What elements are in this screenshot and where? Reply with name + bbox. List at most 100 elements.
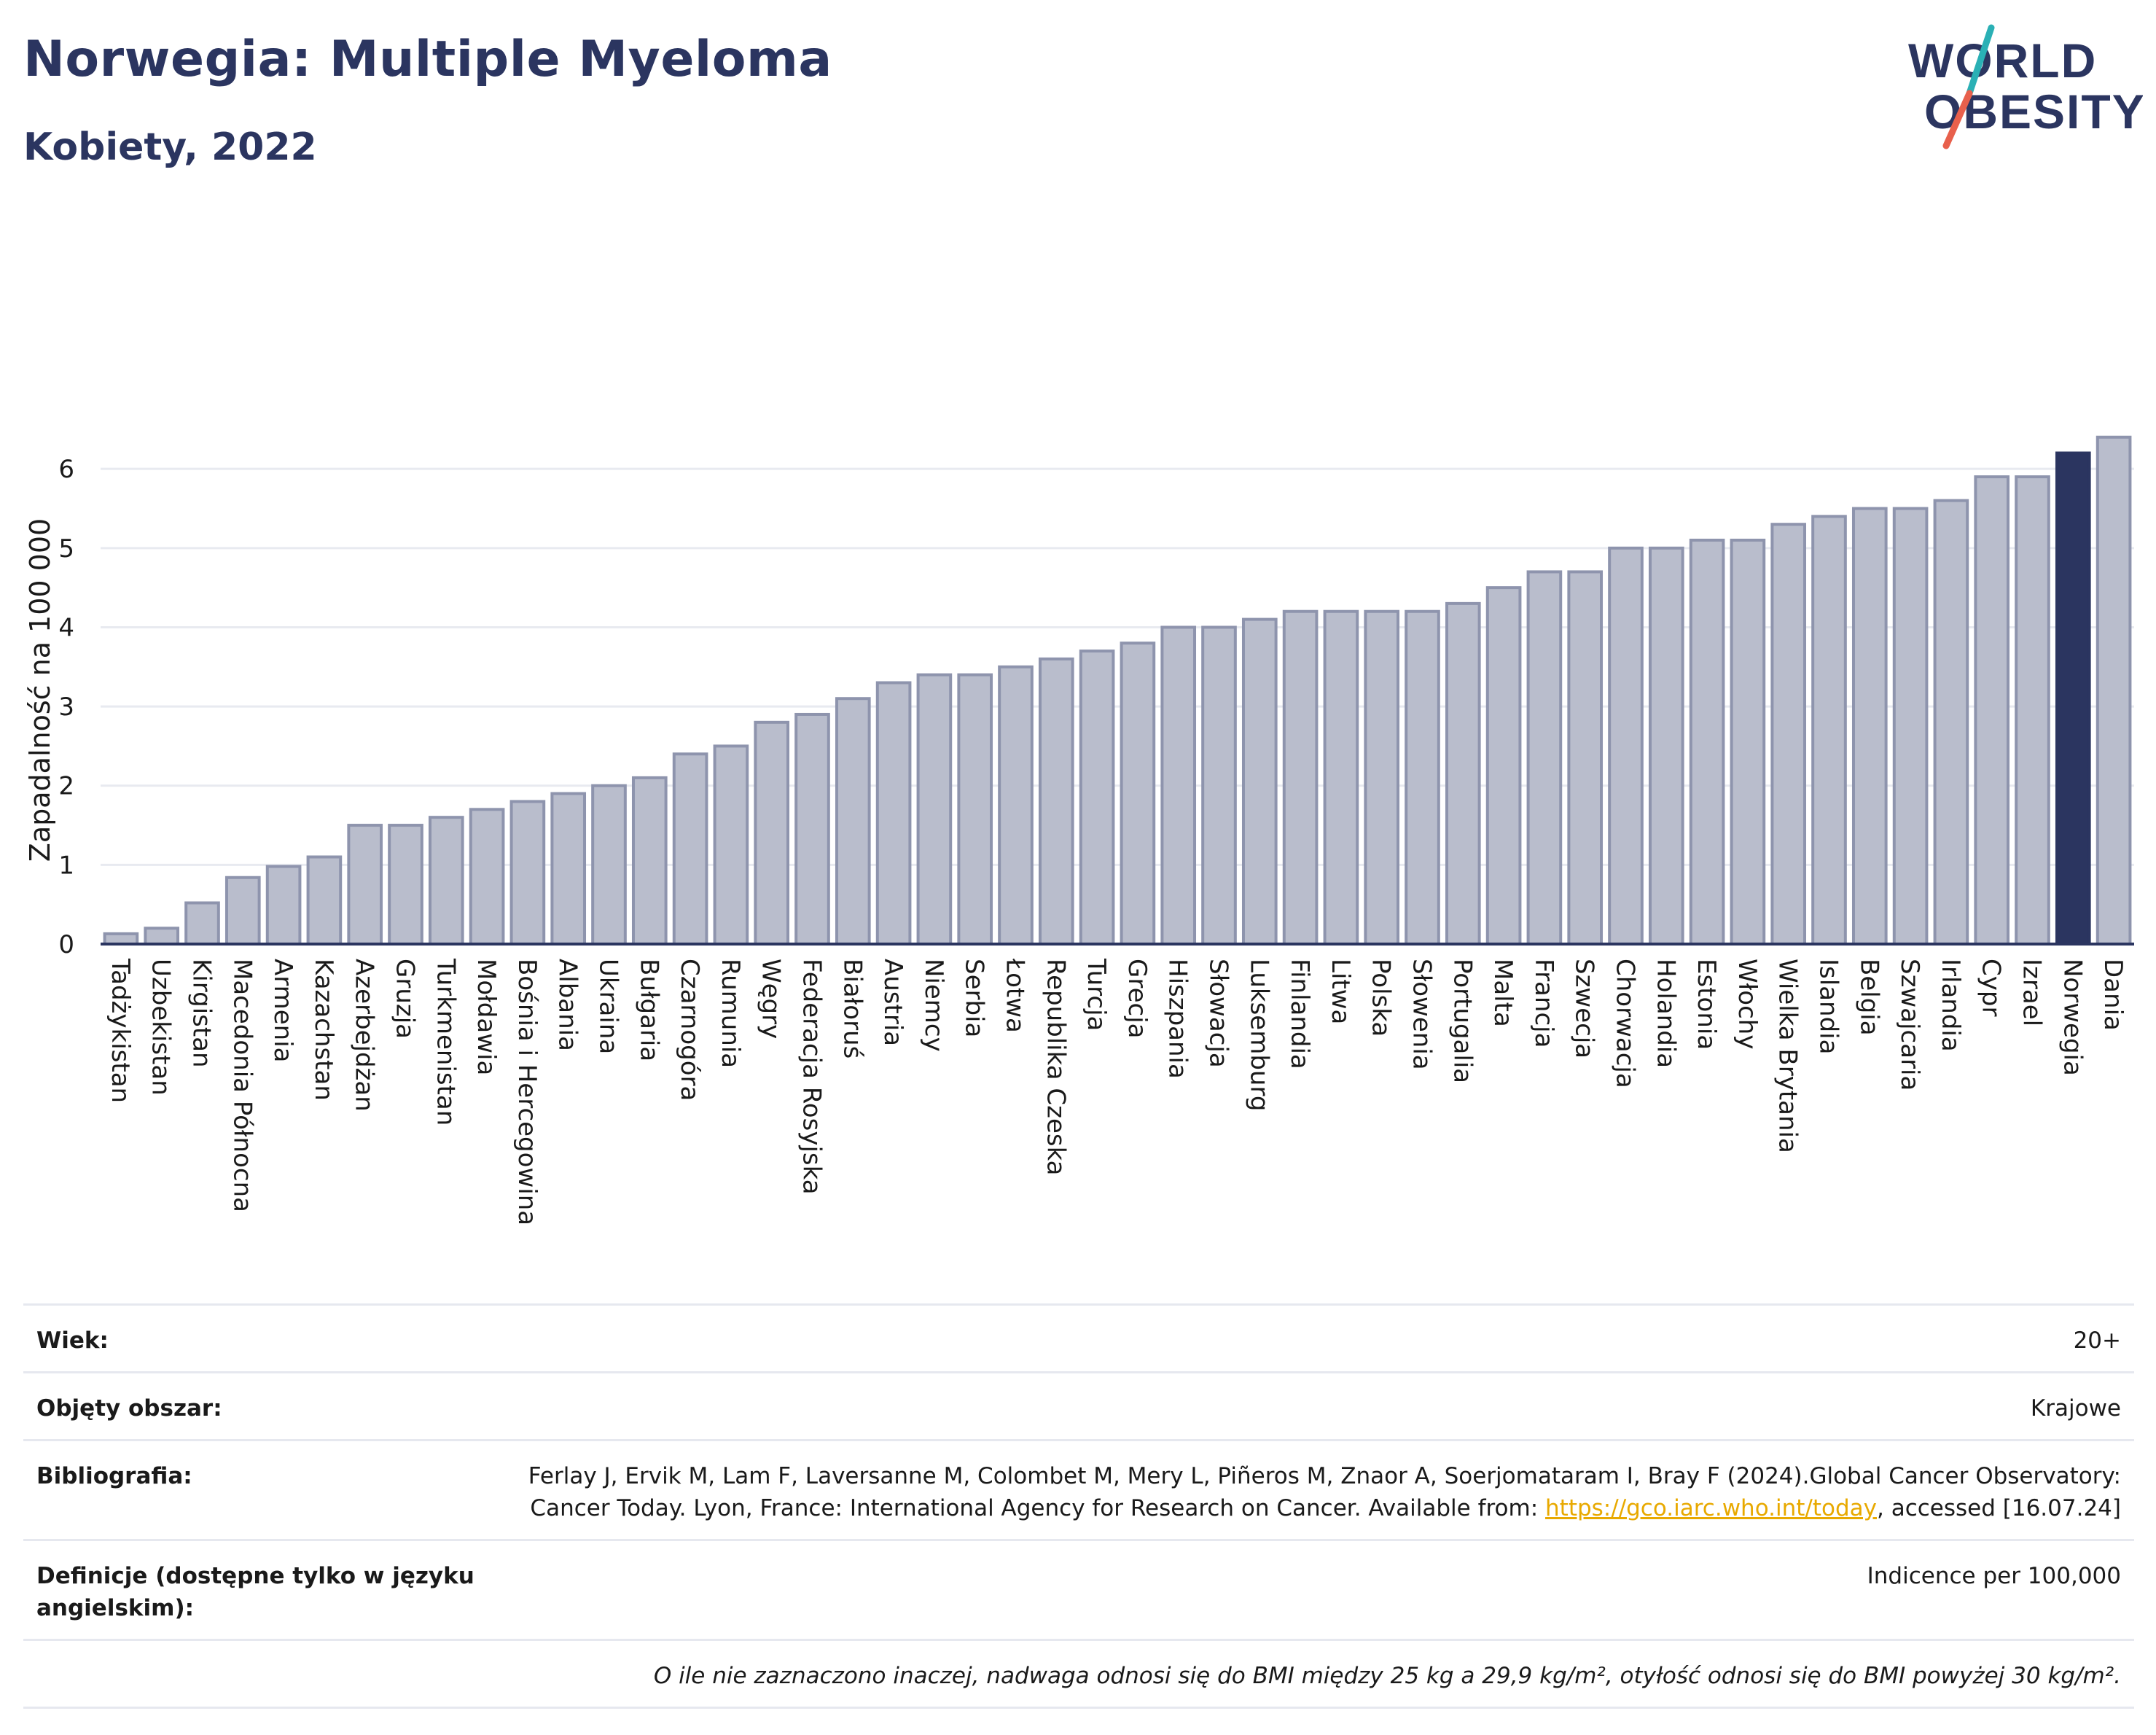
bar[interactable]: [957, 673, 993, 946]
bar[interactable]: [1160, 625, 1197, 946]
bar[interactable]: [1851, 507, 1888, 946]
bar[interactable]: [1201, 625, 1237, 946]
x-tick-label: Cypr: [1977, 959, 2006, 1016]
x-tick-label: Hiszpania: [1163, 959, 1192, 1079]
logo-text-world: WORLD: [1908, 34, 2097, 87]
bar[interactable]: [875, 681, 912, 946]
bar[interactable]: [1811, 515, 1847, 946]
bar[interactable]: [2096, 435, 2132, 946]
bar[interactable]: [1608, 546, 1644, 946]
meta-area-label: Objęty obszar:: [23, 1371, 501, 1440]
y-tick-label: 3: [58, 693, 74, 722]
bar[interactable]: [1648, 546, 1684, 946]
bar[interactable]: [794, 712, 830, 946]
y-tick-label: 5: [58, 534, 74, 564]
x-tick-label: Rumunia: [716, 959, 745, 1068]
bar[interactable]: [998, 665, 1034, 946]
bar[interactable]: [591, 784, 627, 946]
bar[interactable]: [1974, 475, 2010, 946]
meta-note-spacer: [23, 1639, 501, 1709]
bar[interactable]: [184, 901, 220, 946]
bar[interactable]: [347, 824, 383, 946]
page-subtitle: Kobiety, 2022: [23, 125, 317, 169]
bar[interactable]: [1689, 538, 1725, 946]
bar[interactable]: [224, 876, 261, 946]
meta-bib-link[interactable]: https://gco.iarc.who.int/today: [1545, 1495, 1877, 1522]
meta-note: O ile nie zaznaczono inaczej, nadwaga od…: [501, 1639, 2134, 1709]
bars: [103, 435, 2132, 946]
x-axis-labels: Tadżykistan Uzbekistan Kirgistan Macedonia …: [106, 958, 2128, 1225]
y-tick-label: 4: [58, 613, 74, 642]
x-tick-label: Kirgistan: [187, 959, 216, 1068]
meta-row-age: Wiek: 20+: [23, 1303, 2134, 1373]
x-tick-label: Turcja: [1082, 958, 1111, 1031]
bar[interactable]: [1120, 642, 1156, 946]
bar[interactable]: [469, 808, 505, 946]
bar[interactable]: [428, 816, 464, 946]
bar[interactable]: [1038, 657, 1074, 946]
bar[interactable]: [1323, 609, 1359, 946]
x-tick-label: Bułgaria: [634, 959, 663, 1061]
bar[interactable]: [631, 776, 668, 946]
bar[interactable]: [103, 932, 139, 946]
bar[interactable]: [1405, 609, 1440, 946]
bar[interactable]: [754, 720, 790, 946]
meta-bib-label: Bibliografia:: [23, 1439, 501, 1540]
x-tick-label: Norwegia: [2058, 959, 2087, 1076]
meta-row-note: O ile nie zaznaczono inaczej, nadwaga od…: [23, 1639, 2134, 1709]
bar[interactable]: [1892, 507, 1929, 946]
x-tick-label: Austria: [878, 959, 907, 1046]
y-tick-label: 6: [58, 455, 74, 484]
meta-row-definitions: Definicje (dostępne tylko w języku angie…: [23, 1539, 2134, 1640]
bar[interactable]: [1485, 586, 1522, 946]
bar[interactable]: [1933, 499, 1969, 946]
bar[interactable]: [1567, 570, 1604, 946]
x-tick-label: Estonia: [1692, 959, 1721, 1050]
x-tick-label: Niemcy: [919, 959, 948, 1052]
meta-row-bibliography: Bibliografia: Ferlay J, Ervik M, Lam F, …: [23, 1439, 2134, 1540]
bar[interactable]: [388, 824, 423, 946]
bar[interactable]: [509, 800, 546, 946]
y-axis-label: Zapadalność na 100 000: [24, 518, 56, 862]
bar[interactable]: [916, 673, 953, 946]
world-obesity-logo[interactable]: WORLD OBESITY: [1895, 20, 2143, 152]
bar[interactable]: [1282, 609, 1319, 946]
bar[interactable]: [2055, 451, 2091, 946]
metadata-table: Wiek: 20+ Objęty obszar: Krajowe Bibliog…: [23, 1303, 2134, 1709]
meta-bib-tail: , accessed [16.07.24]: [1876, 1495, 2121, 1522]
x-tick-label: Dania: [2098, 959, 2128, 1031]
bar[interactable]: [1770, 523, 1807, 946]
logo-slash-red: [1942, 90, 1973, 149]
x-tick-label: Włochy: [1733, 959, 1762, 1049]
bar[interactable]: [306, 855, 343, 946]
bar[interactable]: [1730, 538, 1766, 946]
bar[interactable]: [1445, 601, 1481, 946]
logo-slash-teal: [1966, 24, 1995, 97]
bar[interactable]: [1364, 609, 1400, 946]
x-tick-label: Wielka Brytania: [1773, 959, 1802, 1153]
x-tick-label: Szwecja: [1570, 959, 1599, 1058]
x-tick-label: Litwa: [1326, 959, 1355, 1024]
x-tick-label: Bośnia i Hercegowina: [512, 959, 542, 1225]
bar[interactable]: [713, 744, 749, 946]
meta-bib-text: Ferlay J, Ervik M, Lam F, Laversanne M, …: [528, 1463, 2121, 1522]
bar[interactable]: [1526, 570, 1563, 946]
meta-age-value: 20+: [501, 1303, 2134, 1373]
x-tick-label: Chorwacja: [1611, 959, 1640, 1088]
bar[interactable]: [144, 927, 180, 946]
x-tick-label: Mołdawia: [472, 959, 501, 1075]
bar[interactable]: [1079, 650, 1115, 946]
bar[interactable]: [835, 697, 871, 946]
y-axis-ticks: 0 1 2 3 4 5 6: [58, 455, 74, 959]
bar[interactable]: [672, 752, 708, 946]
bar[interactable]: [550, 792, 587, 946]
x-tick-label: Holandia: [1651, 959, 1680, 1068]
bar[interactable]: [2015, 475, 2050, 946]
x-tick-label: Polska: [1367, 959, 1396, 1037]
bar[interactable]: [1241, 617, 1278, 946]
x-tick-label: Uzbekistan: [147, 959, 176, 1096]
x-tick-label: Belgia: [1854, 959, 1883, 1036]
y-tick-label: 1: [58, 851, 74, 880]
x-tick-label: Portugalia: [1448, 959, 1477, 1083]
bar[interactable]: [265, 865, 302, 946]
